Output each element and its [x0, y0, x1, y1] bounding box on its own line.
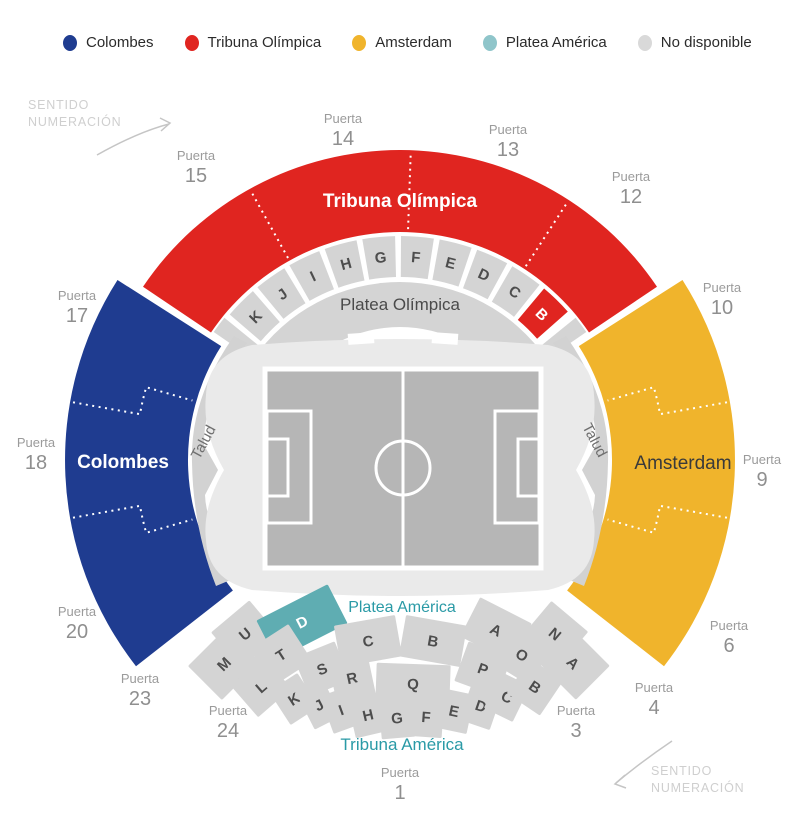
- gate-14: Puerta 14: [323, 110, 363, 151]
- section-colombes[interactable]: [65, 280, 233, 667]
- legend-item-amsterdam: Amsterdam: [352, 34, 452, 51]
- pitch: [262, 366, 544, 571]
- cell-top-B[interactable]: [517, 288, 568, 339]
- colombes-label: Colombes: [77, 452, 169, 473]
- cell-letter: B: [426, 632, 440, 651]
- cell-top-I[interactable]: [289, 251, 334, 301]
- note-line: NUMERACIÓN: [651, 780, 745, 795]
- gate-1: Puerta 1: [380, 764, 420, 805]
- legend-label: Amsterdam: [375, 34, 452, 51]
- tribuna-olimpica-color-dot-icon: [184, 34, 199, 51]
- cell-top-J[interactable]: [257, 268, 306, 319]
- cell-letter: I: [308, 268, 319, 285]
- cell-top-F[interactable]: [400, 236, 434, 280]
- pitch-goal-box-right: [516, 437, 541, 498]
- platea-olimpica-label: Platea Olímpica: [340, 295, 461, 314]
- cell-bottom_outer-B[interactable]: [507, 658, 564, 716]
- cell-bottom_middle-Q[interactable]: [375, 662, 451, 706]
- cell-bottom_outer-E[interactable]: [433, 688, 475, 734]
- note-line: SENTIDO: [28, 98, 90, 112]
- cell-bottom_inner-B[interactable]: [399, 615, 467, 667]
- colombes-color-dot-icon: [63, 34, 77, 51]
- cell-top-C[interactable]: [491, 266, 540, 317]
- cell-top-G[interactable]: [362, 236, 396, 280]
- cell-letter: G: [374, 249, 387, 267]
- cell-top-E[interactable]: [432, 239, 472, 287]
- tribuna-olimpica-label: Tribuna Olímpica: [323, 191, 478, 212]
- cell-letter: C: [361, 632, 375, 651]
- cell-letter: F: [421, 709, 431, 727]
- cell-bottom_inner-C[interactable]: [334, 615, 402, 667]
- platea-america-color-dot-icon: [482, 34, 497, 51]
- band-platea-olimpica[interactable]: [253, 282, 547, 385]
- section-tribuna-olimpica[interactable]: [143, 150, 657, 333]
- amsterdam-label: Amsterdam: [634, 453, 731, 474]
- gate-12: Puerta 12: [611, 168, 651, 209]
- legend-label: Tribuna Olímpica: [207, 34, 322, 51]
- cell-top-D[interactable]: [463, 249, 508, 300]
- numbering-direction-note-bottom: SENTIDO NUMERACIÓN: [651, 763, 744, 797]
- direction-arrow-bottom: [613, 740, 673, 789]
- tribuna-america-label: Tribuna América: [340, 735, 464, 754]
- gate-13: Puerta 13: [488, 121, 528, 162]
- gate-15: Puerta 15: [176, 147, 216, 188]
- gate-4: Puerta 4: [634, 679, 674, 720]
- gate-24: Puerta 24: [208, 702, 248, 743]
- gate-17: Puerta 17: [57, 287, 97, 328]
- cell-bottom_middle-A[interactable]: [536, 626, 610, 700]
- bowl-top-notch-left: [347, 332, 375, 345]
- pitch-goal-box-left: [265, 437, 290, 498]
- cell-bottom_outer-I[interactable]: [320, 686, 362, 734]
- gate-23: Puerta 23: [120, 670, 160, 711]
- cell-top-K[interactable]: [229, 291, 280, 342]
- cell-bottom_outer-G[interactable]: [378, 696, 416, 740]
- cell-bottom_middle-M[interactable]: [188, 628, 260, 700]
- legend-label: Platea América: [505, 34, 607, 51]
- no-disponible-color-dot-icon: [637, 34, 652, 51]
- gate-18: Puerta 18: [16, 434, 56, 475]
- legend-label: No disponible: [660, 34, 752, 51]
- cell-letter: E: [447, 702, 460, 721]
- bowl-top-notch-right: [431, 332, 459, 345]
- cell-letter: I: [336, 702, 346, 719]
- gate-20: Puerta 20: [57, 603, 97, 644]
- gate-10: Puerta 10: [702, 279, 742, 320]
- cell-letter: E: [444, 254, 458, 273]
- amsterdam-color-dot-icon: [352, 34, 367, 51]
- legend-item-no-disponible: No disponible: [637, 34, 752, 51]
- cell-bottom_outer-H[interactable]: [347, 691, 389, 739]
- cell-letter: H: [361, 706, 375, 725]
- gate-9: Puerta 9: [742, 451, 782, 492]
- cell-top-H[interactable]: [324, 240, 365, 288]
- legend-label: Colombes: [86, 34, 154, 51]
- cell-letter: Q: [407, 676, 420, 693]
- note-line: SENTIDO: [651, 764, 713, 778]
- gate-3: Puerta 3: [556, 702, 596, 743]
- pitch-center-circle: [374, 439, 432, 497]
- legend-item-tribuna-olimpica: Tribuna Olímpica: [184, 34, 322, 51]
- direction-arrow-top: [96, 117, 172, 156]
- cell-letter: R: [345, 669, 359, 688]
- gate-6: Puerta 6: [709, 617, 749, 658]
- section-amsterdam[interactable]: [567, 280, 735, 667]
- legend-item-platea-america: Platea América: [482, 34, 607, 51]
- platea-america-label: Platea América: [348, 599, 456, 616]
- numbering-direction-note-top: SENTIDO NUMERACIÓN: [28, 97, 121, 131]
- note-line: NUMERACIÓN: [28, 114, 122, 129]
- cell-letter: H: [339, 255, 354, 274]
- cell-letter: G: [391, 710, 404, 728]
- cell-letter: F: [411, 249, 421, 267]
- cell-bottom_outer-F[interactable]: [407, 695, 445, 739]
- legend-item-colombes: Colombes: [63, 34, 154, 51]
- legend: Colombes Tribuna Olímpica Amsterdam Plat…: [63, 34, 752, 51]
